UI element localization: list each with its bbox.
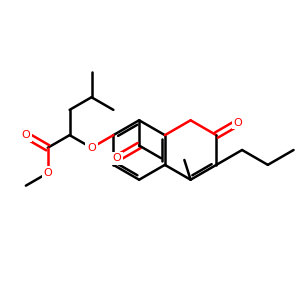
Text: O: O <box>113 153 122 163</box>
Text: O: O <box>234 118 243 128</box>
Text: O: O <box>44 168 52 178</box>
Text: O: O <box>22 130 30 140</box>
Text: O: O <box>87 143 96 153</box>
